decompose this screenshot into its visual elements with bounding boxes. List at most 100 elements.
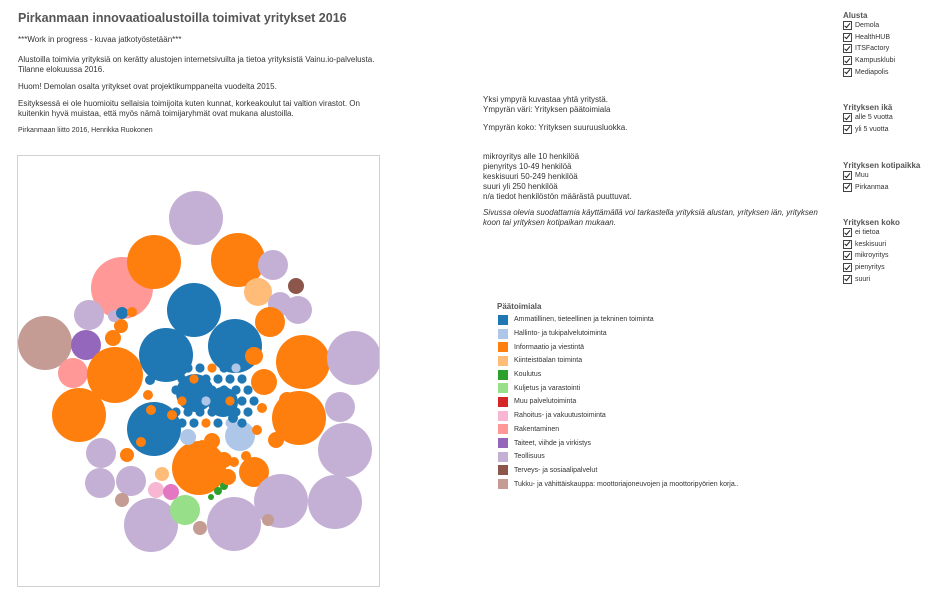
checkbox-checked[interactable]	[843, 124, 852, 134]
filter-option[interactable]: HealthHUB	[843, 32, 895, 44]
company-bubble[interactable]	[136, 437, 146, 447]
company-bubble[interactable]	[237, 418, 247, 428]
company-bubble[interactable]	[197, 440, 207, 450]
company-bubble[interactable]	[85, 468, 115, 498]
company-bubble[interactable]	[58, 358, 88, 388]
company-bubble[interactable]	[225, 396, 235, 406]
legend-item[interactable]: Tukku- ja vähittäiskauppa: moottoriajone…	[498, 477, 739, 491]
company-bubble[interactable]	[213, 396, 223, 406]
company-bubble[interactable]	[201, 374, 211, 384]
checkbox-checked[interactable]	[843, 44, 852, 54]
company-bubble[interactable]	[139, 328, 193, 382]
checkbox-checked[interactable]	[843, 56, 852, 66]
checkbox-checked[interactable]	[843, 113, 852, 123]
company-bubble[interactable]	[228, 413, 238, 423]
company-bubble[interactable]	[276, 335, 330, 389]
company-bubble[interactable]	[167, 410, 177, 420]
filter-option[interactable]: ITSFactory	[843, 43, 895, 55]
filter-option[interactable]: Demola	[843, 20, 895, 32]
company-bubble[interactable]	[155, 437, 165, 447]
filter-option[interactable]: ei tietoa	[843, 227, 900, 239]
filter-option[interactable]: Kampusklubi	[843, 55, 895, 67]
company-bubble[interactable]	[231, 385, 241, 395]
company-bubble[interactable]	[201, 418, 211, 428]
checkbox-checked[interactable]	[843, 228, 852, 238]
company-bubble[interactable]	[189, 374, 199, 384]
checkbox-checked[interactable]	[843, 274, 852, 284]
company-bubble[interactable]	[115, 493, 129, 507]
checkbox-checked[interactable]	[843, 171, 852, 181]
company-bubble[interactable]	[252, 425, 262, 435]
company-bubble[interactable]	[213, 374, 223, 384]
company-bubble[interactable]	[241, 451, 251, 461]
company-bubble[interactable]	[220, 469, 236, 485]
company-bubble[interactable]	[180, 429, 196, 445]
company-bubble[interactable]	[193, 521, 207, 535]
checkbox-checked[interactable]	[843, 251, 852, 261]
company-bubble[interactable]	[105, 330, 121, 346]
legend-item[interactable]: Muu palvelutoiminta	[498, 395, 739, 409]
company-bubble[interactable]	[214, 487, 222, 495]
legend-item[interactable]: Terveys- ja sosiaalipalvelut	[498, 464, 739, 478]
company-bubble[interactable]	[86, 438, 116, 468]
company-bubble[interactable]	[204, 433, 220, 449]
company-bubble[interactable]	[207, 497, 261, 551]
company-bubble[interactable]	[124, 498, 178, 552]
filter-option[interactable]: Mediapolis	[843, 66, 895, 78]
legend-item[interactable]: Kuljetus ja varastointi	[498, 381, 739, 395]
company-bubble[interactable]	[245, 347, 263, 365]
checkbox-checked[interactable]	[843, 263, 852, 273]
company-bubble[interactable]	[169, 191, 223, 245]
company-bubble[interactable]	[244, 278, 272, 306]
company-bubble[interactable]	[195, 407, 205, 417]
company-bubble[interactable]	[183, 385, 193, 395]
company-bubble[interactable]	[195, 385, 205, 395]
filter-option[interactable]: Pirkanmaa	[843, 182, 920, 194]
company-bubble[interactable]	[219, 363, 229, 373]
company-bubble[interactable]	[177, 418, 187, 428]
company-bubble[interactable]	[288, 278, 304, 294]
checkbox-checked[interactable]	[843, 21, 852, 31]
company-bubble[interactable]	[163, 484, 179, 500]
filter-option[interactable]: alle 5 vuotta	[843, 112, 893, 124]
legend-item[interactable]: Teollisuus	[498, 450, 739, 464]
company-bubble[interactable]	[207, 385, 217, 395]
company-bubble[interactable]	[189, 396, 199, 406]
company-bubble[interactable]	[237, 396, 247, 406]
company-bubble[interactable]	[146, 405, 156, 415]
checkbox-checked[interactable]	[843, 239, 852, 249]
company-bubble[interactable]	[279, 392, 295, 408]
legend-item[interactable]: Ammatillinen, tieteellinen ja tekninen t…	[498, 313, 739, 327]
company-bubble[interactable]	[170, 495, 200, 525]
company-bubble[interactable]	[251, 369, 277, 395]
company-bubble[interactable]	[145, 375, 155, 385]
checkbox-checked[interactable]	[843, 182, 852, 192]
company-bubble[interactable]	[216, 452, 232, 468]
company-bubble[interactable]	[225, 421, 255, 451]
company-bubble[interactable]	[171, 385, 181, 395]
company-bubble[interactable]	[148, 482, 164, 498]
legend-item[interactable]: Rahoitus- ja vakuutustoiminta	[498, 409, 739, 423]
company-bubble[interactable]	[308, 475, 362, 529]
company-bubble[interactable]	[71, 330, 101, 360]
company-bubble[interactable]	[284, 296, 312, 324]
company-bubble[interactable]	[87, 347, 143, 403]
company-bubble[interactable]	[327, 331, 379, 385]
legend-item[interactable]: Koulutus	[498, 368, 739, 382]
legend-item[interactable]: Informaatio ja viestintä	[498, 340, 739, 354]
company-bubble[interactable]	[225, 374, 235, 384]
company-bubble[interactable]	[177, 374, 187, 384]
company-bubble[interactable]	[52, 388, 106, 442]
company-bubble[interactable]	[243, 385, 253, 395]
company-bubble[interactable]	[127, 235, 181, 289]
company-bubble[interactable]	[189, 418, 199, 428]
company-bubble[interactable]	[219, 385, 229, 395]
company-bubble[interactable]	[243, 407, 253, 417]
company-bubble[interactable]	[195, 363, 205, 373]
company-bubble[interactable]	[258, 250, 288, 280]
company-bubble[interactable]	[268, 432, 284, 448]
company-bubble[interactable]	[219, 407, 229, 417]
company-bubble[interactable]	[231, 363, 241, 373]
checkbox-checked[interactable]	[843, 32, 852, 42]
company-bubble[interactable]	[177, 396, 187, 406]
